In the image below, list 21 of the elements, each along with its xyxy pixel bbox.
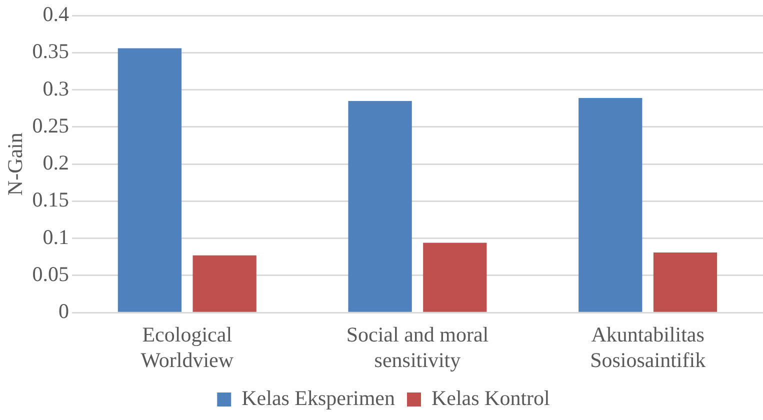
- x-tick-label: Social and moral sensitivity: [346, 322, 489, 372]
- bar: [118, 48, 182, 312]
- y-tick-label: 0.4: [42, 2, 70, 26]
- legend-label: Kelas Kontrol: [431, 386, 550, 410]
- bar: [423, 242, 487, 312]
- y-tick-label: 0.35: [32, 39, 69, 64]
- x-tick-label: Akuntabilitas Sosiosaintifik: [590, 322, 706, 372]
- bar: [348, 100, 412, 312]
- y-tick-label: 0: [58, 299, 69, 324]
- legend-label: Kelas Eksperimen: [242, 386, 396, 410]
- bar: [578, 98, 642, 312]
- y-axis-title: N-Gain: [3, 132, 28, 196]
- y-tick-label: 0.1: [42, 224, 69, 249]
- y-tick-label: 0.3: [42, 76, 69, 100]
- bar: [653, 252, 718, 312]
- bar: [192, 255, 256, 312]
- y-tick-label: 0.15: [32, 188, 69, 212]
- x-tick-label: Ecological Worldview: [140, 322, 234, 372]
- y-tick-label: 0.2: [42, 150, 69, 175]
- y-tick-label: 0.05: [32, 262, 69, 286]
- y-tick-label: 0.25: [32, 113, 69, 138]
